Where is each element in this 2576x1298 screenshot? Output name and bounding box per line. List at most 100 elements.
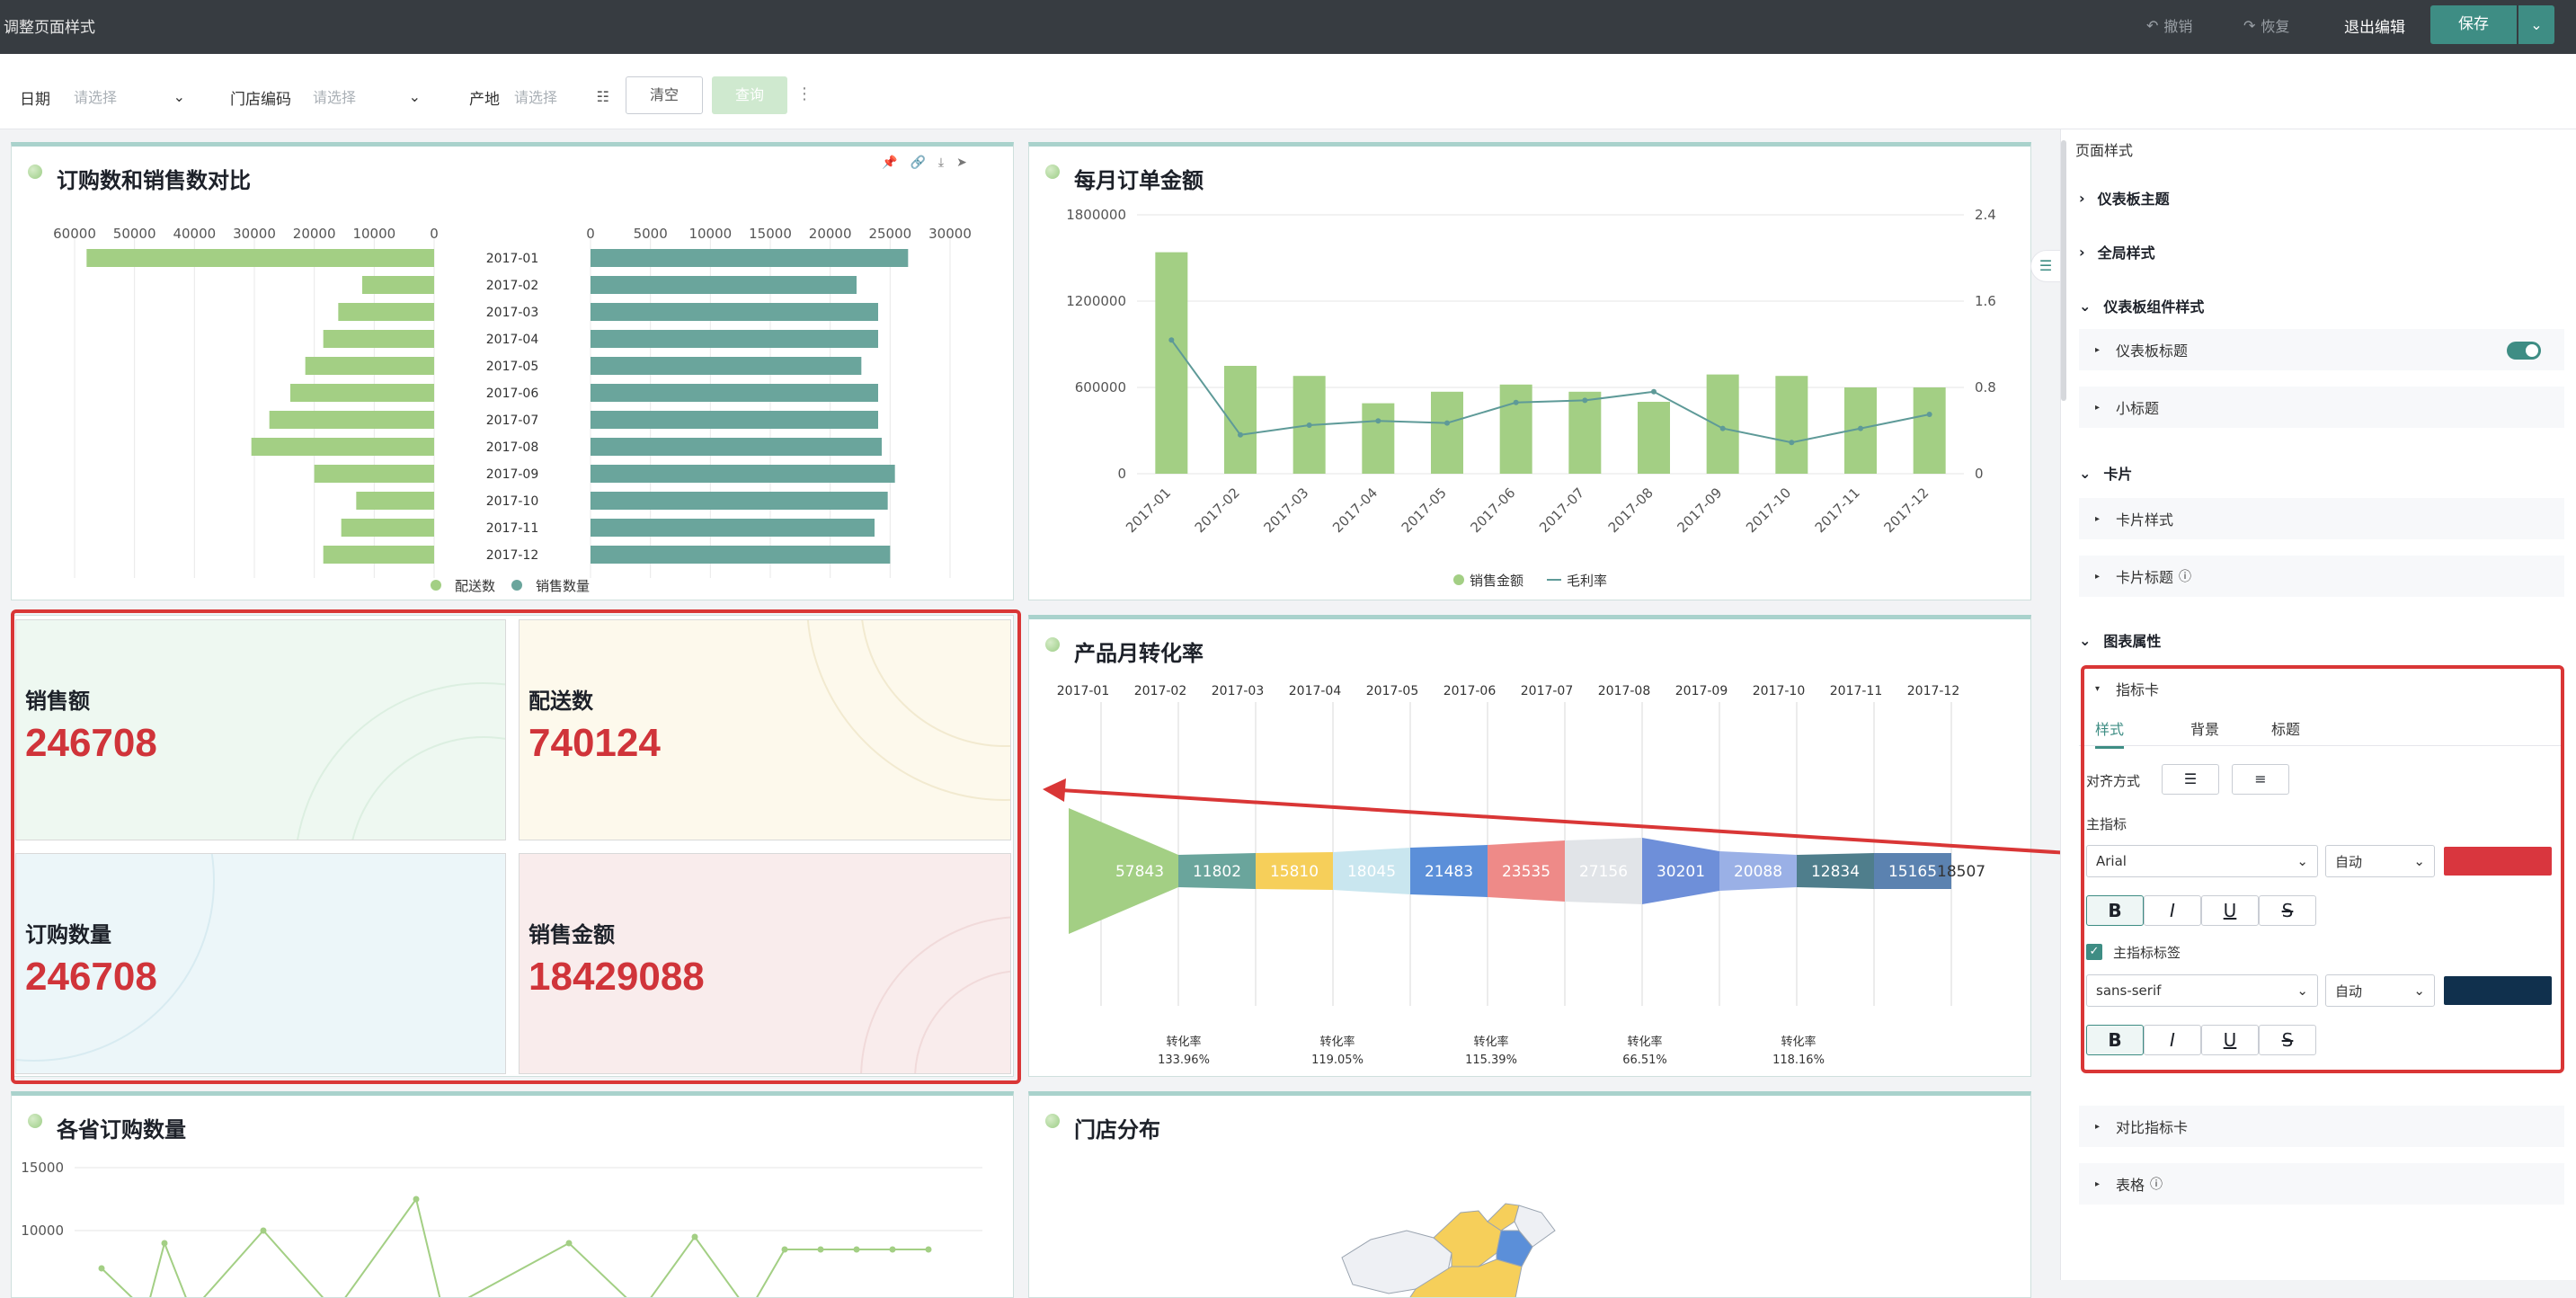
main-indicator-label: 主指标 <box>2086 816 2127 832</box>
dashboard-title-toggle[interactable] <box>2507 342 2541 360</box>
store-select[interactable]: 请选择 ⌄ <box>313 83 421 110</box>
card-kpi[interactable]: 销售额 246708 配送数 740124 订购数量 246708 销售金额 1… <box>11 615 1014 1077</box>
main-font-select[interactable]: Arial ⌄ <box>2086 845 2318 877</box>
strikethrough-button[interactable]: S <box>2259 895 2316 926</box>
italic-button[interactable]: I <box>2144 895 2201 926</box>
kpi-tile[interactable]: 销售金额 18429088 <box>519 853 1011 1074</box>
bar-sales <box>591 465 895 483</box>
bold-button[interactable]: B <box>2086 1025 2144 1055</box>
left-axis-tick: 40000 <box>173 226 216 242</box>
caret-down-icon: ▾ <box>2095 683 2101 694</box>
kpi-tile[interactable]: 销售额 246708 <box>15 619 506 840</box>
collapse-panel-icon[interactable]: ☰ <box>2030 250 2061 282</box>
main-color-swatch[interactable] <box>2444 847 2552 876</box>
tab-title[interactable]: 标题 <box>2271 721 2301 738</box>
kpi-tile[interactable]: 配送数 740124 <box>519 619 1011 840</box>
category-label: 2017-12 <box>486 548 539 563</box>
bar-delivery <box>86 249 434 267</box>
more-icon[interactable]: ⋮ <box>796 84 813 103</box>
item-indicator-card[interactable]: ▾ 指标卡 <box>2079 669 2564 708</box>
left-axis-tick: 30000 <box>233 226 276 242</box>
segment-value: 57843 <box>1115 863 1164 881</box>
item-table[interactable]: ▸ 表格 ⓘ <box>2079 1163 2564 1205</box>
tab-background[interactable]: 背景 <box>2190 721 2220 738</box>
undo-button[interactable]: ↶ 撤销 <box>2146 14 2192 36</box>
chevron-down-icon: ⌄ <box>2079 464 2092 482</box>
tag-font-select[interactable]: sans-serif ⌄ <box>2086 974 2318 1007</box>
item-card-title[interactable]: ▸ 卡片标题 ⓘ <box>2079 556 2564 597</box>
clear-button[interactable]: 清空 <box>626 76 703 114</box>
item-compare-indicator[interactable]: ▸ 对比指标卡 <box>2079 1106 2564 1147</box>
underline-button[interactable]: U <box>2201 895 2259 926</box>
legend-dot <box>1453 574 1464 585</box>
conversion-label: 转化率 <box>1319 1035 1355 1049</box>
pin-icon[interactable]: 📌 <box>882 156 898 170</box>
funnel-segment <box>1719 851 1797 891</box>
line-point <box>1513 399 1519 405</box>
category-label: 2017-10 <box>486 494 539 509</box>
strikethrough-button[interactable]: S <box>2259 1025 2316 1055</box>
funnel-segment <box>1333 848 1410 894</box>
send-icon[interactable]: ➤ <box>956 156 967 170</box>
y-right-tick: 1.6 <box>1975 293 1996 309</box>
section-global[interactable]: › 全局样式 <box>2079 241 2155 262</box>
line-point <box>1375 418 1381 424</box>
align-center-button[interactable]: ≡ <box>2232 764 2289 795</box>
main-tag-checkbox[interactable]: ✓ <box>2086 944 2102 960</box>
bar-delivery <box>314 465 434 483</box>
tab-style[interactable]: 样式 <box>2095 717 2125 749</box>
segment-value: 12834 <box>1811 863 1860 881</box>
bar-sales-amount <box>1775 376 1808 474</box>
card-title-dot-icon <box>1045 164 1060 179</box>
date-select[interactable]: 请选择 ⌄ <box>74 83 185 110</box>
bar-sales <box>591 546 891 564</box>
card-title: 每月订单金额 <box>1074 168 1204 193</box>
bar-sales-amount <box>1913 387 1946 474</box>
query-button[interactable]: 查询 <box>712 76 787 114</box>
section-card[interactable]: ⌄ 卡片 <box>2079 462 2132 484</box>
item-dashboard-title[interactable]: ▸ 仪表板标题 <box>2079 329 2564 370</box>
section-component[interactable]: ⌄ 仪表板组件样式 <box>2079 295 2204 316</box>
align-left-button[interactable]: ☰ <box>2162 764 2219 795</box>
card-province-orders[interactable]: 各省订购数量 15000 10000 <box>11 1091 1014 1298</box>
size-value: 自动 <box>2335 853 2363 870</box>
chevron-down-icon: ⌄ <box>2296 982 2308 999</box>
card-monthly-order-amount[interactable]: 每月订单金额 1800000 2.4 1200000 1.6 600000 0.8 0 0 20… <box>1028 142 2031 600</box>
card-title-dot-icon <box>1045 1114 1060 1128</box>
bar-sales-amount <box>1431 391 1463 474</box>
exit-edit-button[interactable]: 退出编辑 <box>2344 19 2405 37</box>
tag-size-select[interactable]: 自动 ⌄ <box>2325 974 2435 1007</box>
section-chart-props[interactable]: ⌄ 图表属性 <box>2079 629 2161 651</box>
card-store-map[interactable]: 门店分布 <box>1028 1091 2031 1298</box>
section-theme[interactable]: › 仪表板主题 <box>2079 187 2170 209</box>
line-point <box>161 1240 168 1247</box>
underline-button[interactable]: U <box>2201 1025 2259 1055</box>
caret-right-icon: ▸ <box>2095 402 2101 413</box>
kpi-tile[interactable]: 订购数量 246708 <box>15 853 506 1074</box>
kpi-label: 销售金额 <box>529 922 615 947</box>
funnel-segment <box>1178 853 1256 889</box>
funnel-segment <box>1797 853 1874 889</box>
download-icon[interactable]: ⤓ <box>937 156 945 170</box>
scrollbar[interactable] <box>2061 140 2066 401</box>
save-dropdown-button[interactable]: ⌄ <box>2518 5 2554 44</box>
legend-dot <box>431 580 441 591</box>
card-order-sales-compare[interactable]: 订购数和销售数对比 📌 🔗 ⤓ ➤ 60000 50000 40000 30000 20000… <box>11 142 1014 600</box>
left-axis-tick: 50000 <box>113 226 156 242</box>
origin-select[interactable]: 请选择 ☷ <box>514 83 609 110</box>
italic-button[interactable]: I <box>2144 1025 2201 1055</box>
y-right-tick: 2.4 <box>1975 207 1996 223</box>
tag-color-swatch[interactable] <box>2444 976 2552 1005</box>
card-product-conversion[interactable]: 产品月转化率 2017-01 2017-02 2017-03 2017-04 2017-… <box>1028 615 2031 1077</box>
redo-button[interactable]: ↷ 恢复 <box>2243 14 2289 36</box>
bold-button[interactable]: B <box>2086 895 2144 926</box>
main-size-select[interactable]: 自动 ⌄ <box>2325 845 2435 877</box>
save-button[interactable]: 保存 <box>2430 5 2517 44</box>
item-card-style[interactable]: ▸ 卡片样式 <box>2079 498 2564 539</box>
kpi-value: 18429088 <box>529 955 705 999</box>
item-subtitle[interactable]: ▸ 小标题 <box>2079 387 2564 428</box>
link-icon[interactable]: 🔗 <box>910 156 926 170</box>
segment-value: 27156 <box>1579 863 1628 881</box>
bar-sales <box>591 357 862 375</box>
caret-right-icon: ▸ <box>2095 1178 2101 1189</box>
